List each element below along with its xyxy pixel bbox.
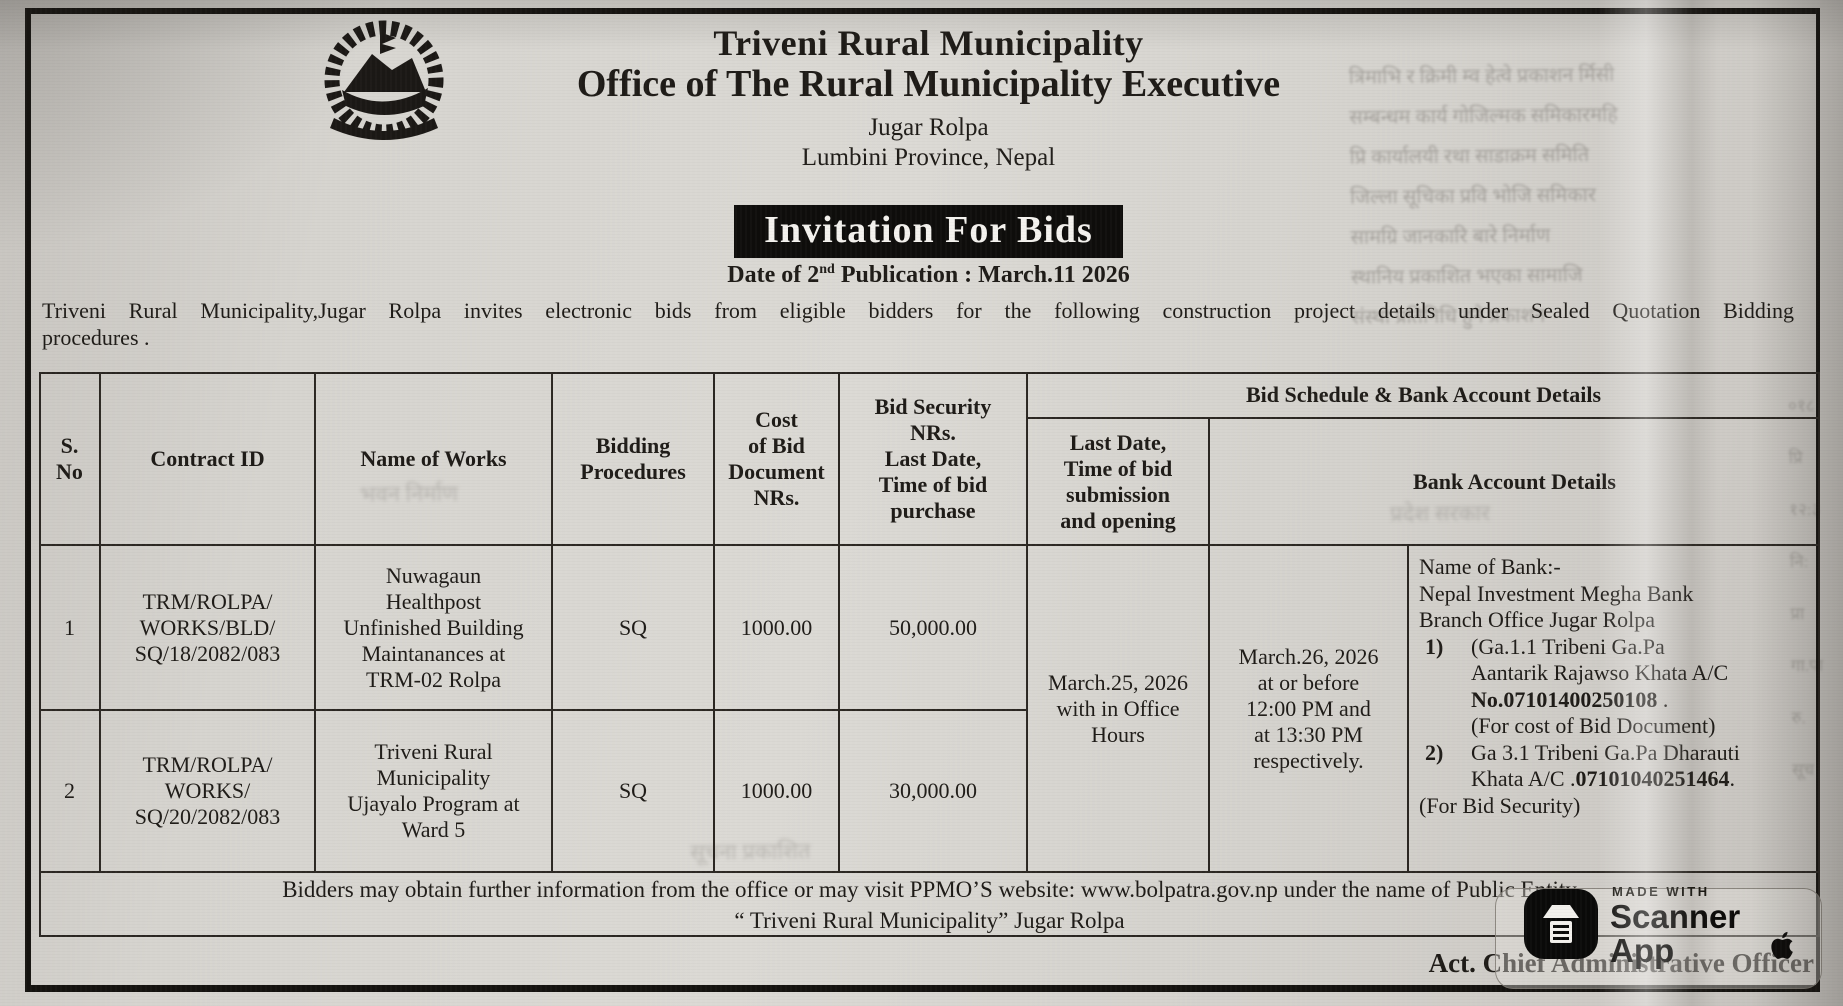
col-header-bid-security: Bid Security NRs. Last Date, Time of bid… [839,372,1027,545]
bank-item-2-account-line: Khata A/C .07101040251464. [1419,766,1813,793]
row1-bid-security: 50,000.00 [839,545,1027,710]
org-title: Triveni Rural Municipality [713,23,1144,63]
watermark-app-name-line1: Scanner [1610,898,1741,935]
intro-paragraph: Triveni Rural Municipality,Jugar Rolpa i… [42,297,1794,351]
signature-line: Act. Chief Administrative Officer [1428,948,1814,978]
table-footer-note: Bidders may obtain further information f… [39,872,1820,937]
bank-name-label: Name of Bank:- [1419,554,1561,579]
municipality-emblem-logo [300,18,468,151]
bank-item-2: 2) Ga 3.1 Tribeni Ga.Pa Dharauti [1419,740,1813,767]
row2-name-of-works: Triveni Rural Municipality Ujayalo Progr… [315,710,552,872]
bank-item-2-khata: Khata A/C . [1471,766,1576,791]
intro-line-1: Triveni Rural Municipality,Jugar Rolpa i… [42,298,1794,323]
merged-submission-date: March.25, 2026 with in Office Hours [1027,545,1209,872]
address-line: Jugar Rolpa [868,114,989,141]
row1-contract-id: TRM/ROLPA/ WORKS/BLD/ SQ/18/2082/083 [100,545,315,710]
row1-name-of-works: Nuwagaun Healthpost Unfinished Building … [315,545,552,710]
bank-item-2-note: (For Bid Security) [1419,792,1581,818]
bank-item-2-text: Ga 3.1 Tribeni Ga.Pa Dharauti [1471,739,1740,765]
bank-item-1-account-line: No.07101400250108 . [1419,687,1813,714]
footer-note-line-2: “ Triveni Rural Municipality” Jugar Rolp… [734,907,1125,933]
col-header-submission: Last Date, Time of bid submission and op… [1027,418,1209,545]
office-title: Office of The Rural Municipality Executi… [576,63,1281,105]
province-line: Lumbini Province, Nepal [801,144,1056,171]
col-header-cost: Cost of Bid Document NRs. [714,372,839,545]
scanner-app-icon [1523,888,1599,965]
invitation-banner: Invitation For Bids [734,205,1123,258]
bank-name: Nepal Investment Megha Bank [1419,580,1694,606]
row2-bidding: SQ [552,710,714,872]
col-header-sno: S. No [39,372,100,545]
publication-date-prefix: Date of 2 [727,262,820,288]
bank-item-1: 1) (Ga.1.1 Tribeni Ga.Pa [1419,634,1813,661]
row2-cost: 1000.00 [714,710,839,872]
publication-date-suffix: Publication : March.11 2026 [834,262,1130,288]
row2-contract-id: TRM/ROLPA/ WORKS/ SQ/20/2082/083 [100,710,315,872]
row1-cost: 1000.00 [714,545,839,710]
col-header-contract-id: Contract ID [100,372,315,545]
bank-item-1-number: 1) [1425,633,1444,659]
bank-item-1-text: (Ga.1.1 Tribeni Ga.Pa [1471,633,1665,659]
apple-logo-icon [1768,930,1798,967]
col-header-name-of-works: Name of Works [315,372,552,545]
bank-branch: Branch Office Jugar Rolpa [1419,607,1656,632]
bank-account-number-2-tail: . [1729,766,1736,791]
bank-item-1-note: (For cost of Bid Document) [1471,713,1716,738]
publication-date-ordinal: nd [819,262,835,277]
publication-date: Date of 2nd Publication : March.11 2026 [31,262,1826,289]
bank-account-number-1: No.07101400250108 [1471,686,1658,712]
merged-opening-date: March.26, 2026 at or before 12:00 PM and… [1209,545,1408,872]
row2-sno: 2 [39,710,100,872]
bank-account-number-1-tail: . [1657,686,1669,712]
bank-account-number-2: 07101040251464 [1575,766,1730,791]
row1-sno: 1 [39,545,100,710]
row2-bid-security: 30,000.00 [839,710,1027,872]
col-header-group-bid-schedule: Bid Schedule & Bank Account Details [1027,372,1820,418]
banner-row: Invitation For Bids [31,205,1826,258]
bank-item-1-line2: Aantarik Rajawso Khata A/C [1471,660,1729,685]
col-header-bidding-procedures: Bidding Procedures [552,372,714,545]
col-header-bank-details: Bank Account Details [1209,418,1820,545]
watermark-app-name-line2: App [1610,932,1675,969]
footer-note-line-1: Bidders may obtain further information f… [282,876,1577,902]
watermark-made-with-label: MADE WITH [1612,884,1710,899]
row1-bidding: SQ [552,545,714,710]
intro-line-2: procedures . [42,325,150,350]
bank-item-2-number: 2) [1425,739,1444,765]
merged-bank-account-details: Name of Bank:- Nepal Investment Megha Ba… [1408,545,1820,872]
